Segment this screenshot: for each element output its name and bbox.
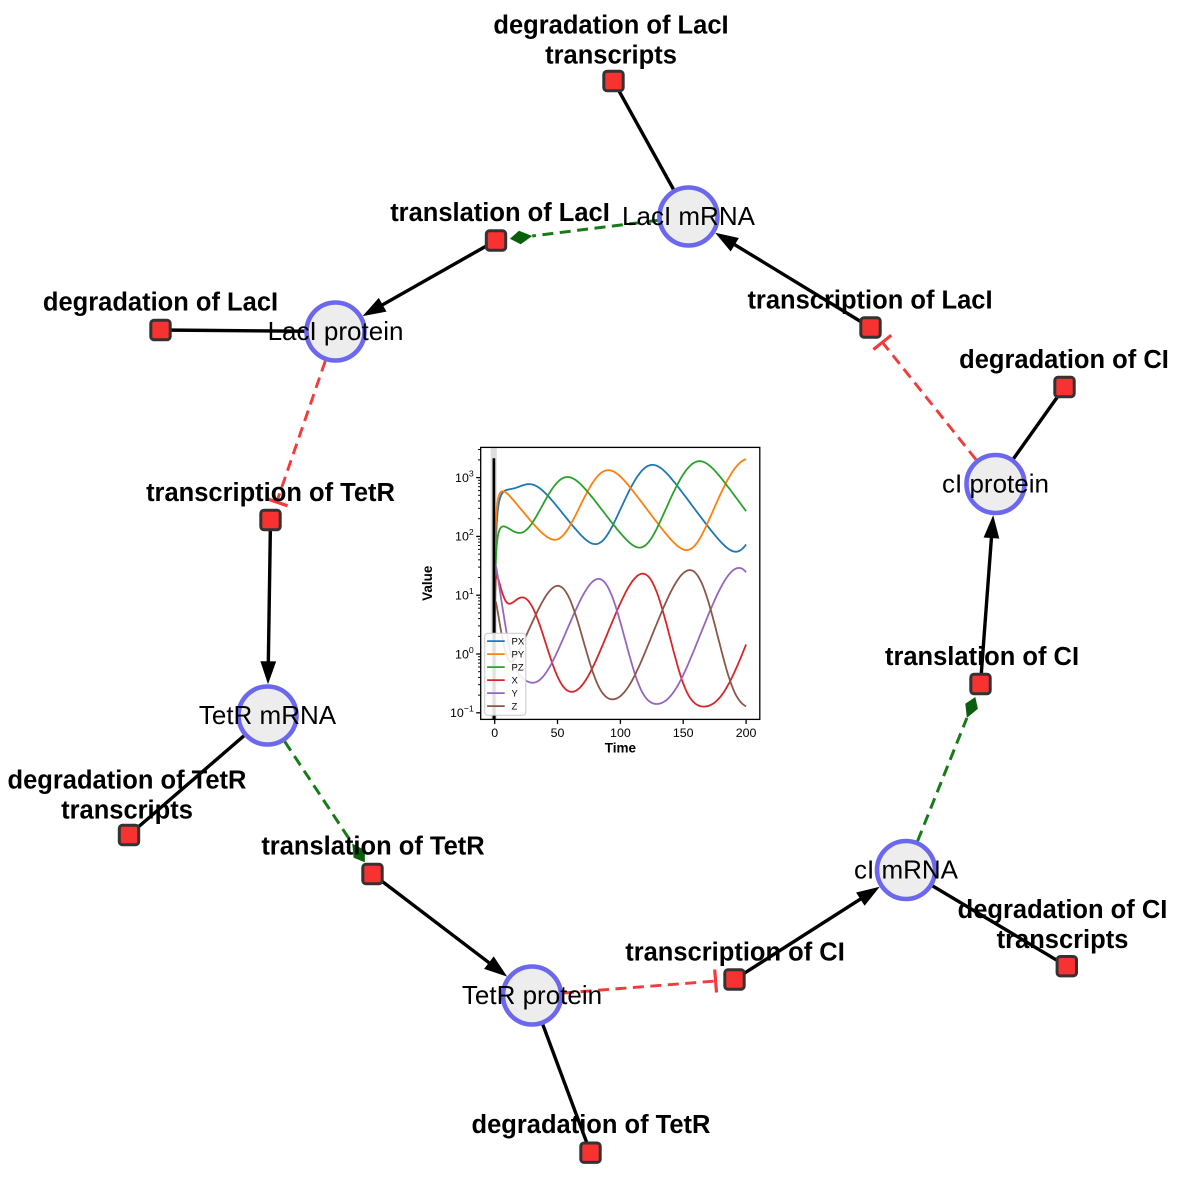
svg-text:PX: PX	[512, 637, 525, 648]
svg-text:degradation of TetR: degradation of TetR	[472, 1111, 711, 1139]
svg-text:150: 150	[673, 726, 694, 740]
svg-text:102: 102	[455, 527, 474, 544]
svg-text:TetR mRNA: TetR mRNA	[199, 700, 337, 730]
svg-text:degradation of LacI: degradation of LacI	[43, 289, 278, 317]
svg-text:101: 101	[455, 586, 474, 603]
svg-text:transcription of LacI: transcription of LacI	[747, 287, 992, 315]
svg-text:TetR protein: TetR protein	[462, 980, 602, 1010]
svg-text:10−1: 10−1	[450, 704, 474, 721]
svg-text:103: 103	[455, 468, 474, 485]
svg-text:translation of TetR: translation of TetR	[261, 833, 484, 861]
svg-text:X: X	[512, 676, 519, 687]
svg-text:cI protein: cI protein	[942, 469, 1049, 499]
svg-text:Z: Z	[512, 702, 518, 713]
svg-text:transcripts: transcripts	[545, 42, 677, 70]
svg-text:translation of LacI: translation of LacI	[390, 199, 610, 227]
svg-text:100: 100	[610, 726, 631, 740]
svg-text:200: 200	[736, 726, 757, 740]
svg-text:degradation of CI: degradation of CI	[959, 346, 1169, 374]
svg-text:PY: PY	[512, 650, 525, 661]
svg-text:transcription of CI: transcription of CI	[625, 939, 845, 967]
svg-text:degradation of LacI: degradation of LacI	[493, 12, 728, 40]
svg-text:Y: Y	[512, 689, 519, 700]
svg-text:50: 50	[551, 726, 565, 740]
svg-text:degradation of CI: degradation of CI	[958, 896, 1168, 924]
svg-text:Time: Time	[605, 741, 637, 756]
svg-text:translation of CI: translation of CI	[885, 643, 1079, 671]
svg-text:LacI protein: LacI protein	[268, 316, 404, 346]
svg-text:degradation of TetR: degradation of TetR	[8, 767, 247, 795]
svg-text:transcripts: transcripts	[61, 797, 193, 825]
svg-text:0: 0	[491, 726, 498, 740]
svg-text:cI mRNA: cI mRNA	[854, 855, 959, 885]
svg-text:LacI mRNA: LacI mRNA	[622, 201, 756, 231]
svg-text:PZ: PZ	[512, 663, 524, 674]
svg-text:transcription of TetR: transcription of TetR	[146, 479, 395, 507]
svg-text:Value: Value	[420, 565, 435, 601]
svg-text:transcripts: transcripts	[997, 926, 1129, 954]
svg-text:100: 100	[455, 645, 474, 662]
